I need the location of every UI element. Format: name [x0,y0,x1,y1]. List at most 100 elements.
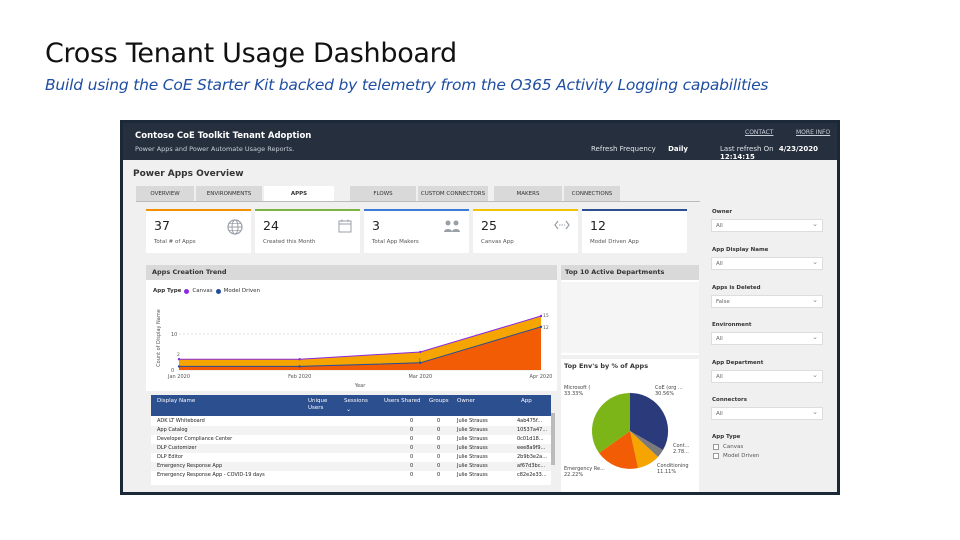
app-display-name-dropdown[interactable]: All [711,257,823,270]
tab-divider [136,201,700,202]
pie-slice-emergency [599,431,638,469]
pie-label-emergency: Emergency Re... 22.22% [564,466,605,478]
pie-label-coe: CoE (org ... 30.56% [655,385,683,397]
cell-owner: Julie Strauss [457,436,488,442]
pie-slice-microsoft [591,393,630,453]
col-unique-users[interactable]: Unique Users [308,398,328,411]
cell-app: eee8a9f9... [517,445,546,451]
cell-owner: Julie Strauss [457,463,488,469]
table-row[interactable]: DLP Editor 0 0 Julie Strauss 2b9b3e2a... [151,453,551,462]
checkbox-box[interactable] [713,453,719,459]
table-row[interactable]: ADK LT Whiteboard 0 0 Julie Strauss 4ab475f.… [151,417,551,426]
apps-deleted-dropdown[interactable]: False [711,295,823,308]
kpi-value: 12 [590,218,606,233]
y-axis-title: Count of Display Name [156,309,162,367]
data-label: 1 [418,358,421,364]
cell-groups: 0 [437,418,441,424]
col-owner[interactable]: Owner [457,398,475,404]
dashboard-screenshot: Contoso CoE Toolkit Tenant Adoption Powe… [120,120,840,495]
contact-link[interactable]: CONTACT [745,129,774,136]
table-scrollbar[interactable] [551,413,555,465]
trend-title-bar: Apps Creation Trend [146,265,557,280]
page-title: Power Apps Overview [133,169,244,179]
cell-owner: Julie Strauss [457,454,488,460]
table-row[interactable]: Emergency Response App 0 0 Julie Strauss af6… [151,462,551,471]
cell-display-name: DLP Editor [157,454,184,460]
environment-dropdown[interactable]: All [711,332,823,345]
data-label: 15 [543,313,549,319]
top-envs-panel: Top Env's by % of Apps Microsoft (33.33%… [561,359,699,492]
cell-groups: 0 [437,472,441,478]
cell-app: 4ab475f... [517,418,543,424]
cell-display-name: Emergency Response App - COVID-19 days [157,472,265,478]
kpi-label: Canvas App [481,239,514,245]
last-refresh-value: 4/23/2020 12:14:15 [720,145,819,161]
cell-users-shared: 0 [410,436,414,442]
envs-pie-chart [591,392,669,469]
cell-display-name: DLP Customizer [157,445,197,451]
col-app[interactable]: App [521,398,532,404]
cell-users-shared: 0 [410,454,414,460]
tab-makers[interactable]: MAKERS [494,186,562,201]
checkbox-box[interactable] [713,444,719,450]
kpi-label: Created this Month [263,239,316,245]
owner-dropdown[interactable]: All [711,219,823,232]
checkbox-model-driven[interactable]: Model Driven [713,453,759,459]
code-arrows-icon [554,219,570,234]
tab-flows[interactable]: FLOWS [350,186,416,201]
col-users-shared[interactable]: Users Shared [384,398,421,404]
tab-connections[interactable]: CONNECTIONS [564,186,620,201]
pie-label-pct: 30.56% [655,391,675,397]
legend-dot-canvas [184,288,190,294]
kpi-label: Total # of Apps [154,239,196,245]
cell-app: af67d3bc... [517,463,546,469]
connectors-dropdown[interactable]: All [711,407,823,420]
more-info-link[interactable]: MORE INFO [796,129,831,136]
app-department-dropdown[interactable]: All [711,370,823,383]
y-tick-label: 10 [171,332,177,338]
area-series-model-driven [179,326,541,370]
checkbox-canvas[interactable]: Canvas [713,444,743,450]
kpi-value: 3 [372,218,380,233]
cell-display-name: App Catalog [157,427,188,433]
sort-chevron-icon[interactable]: ⌄ [346,406,352,413]
table-row[interactable]: DLP Customizer 0 0 Julie Strauss eee8a9f9... [151,444,551,453]
col-groups[interactable]: Groups [429,398,449,404]
pie-label-conditioning: Conditioning 11.11% [657,463,689,475]
cell-groups: 0 [437,454,441,460]
tab-environments[interactable]: ENVIRONMENTS [196,186,262,201]
tab-apps[interactable]: APPS [264,186,334,201]
pie-slice-conditioning [630,431,658,468]
tab-overview[interactable]: OVERVIEW [136,186,194,201]
cell-users-shared: 0 [410,445,414,451]
tab-custom-connectors[interactable]: CUSTOM CONNECTORS [418,186,488,201]
trend-chart-svg: 0 10 2 1 15 12 Jan 2020 Feb 2020 Mar 2020 Apr 202… [156,309,552,389]
table-row[interactable]: App Catalog 0 0 Julie Strauss 10537a47... [151,426,551,435]
kpi-label: Model Driven App [590,239,639,245]
apps-table: Display Name Unique Users Sessions Users… [151,395,551,485]
report-title: Contoso CoE Toolkit Tenant Adoption [135,131,312,141]
table-row[interactable]: Emergency Response App - COVID-19 days 0 0… [151,471,551,480]
refresh-frequency: Refresh Frequency Daily [591,145,688,153]
col-display-name[interactable]: Display Name [157,398,196,404]
kpi-card-total-apps: 37 Total # of Apps [146,209,251,253]
pie-label-text: Cont... [673,443,690,449]
trend-title: Apps Creation Trend [152,268,227,276]
kpi-value: 25 [481,218,497,233]
cell-groups: 0 [437,427,441,433]
trend-legend: App Type Canvas Model Driven [153,288,260,294]
data-label: 2 [177,352,180,358]
table-row[interactable]: Developer Compliance Center 0 0 Julie Strau… [151,435,551,444]
cell-owner: Julie Strauss [457,445,488,451]
line-series-model-driven [179,326,542,367]
slide-subtitle: Build using the CoE Starter Kit backed b… [45,76,769,94]
kpi-value: 37 [154,218,170,233]
pie-label-microsoft: Microsoft (33.33% [564,385,590,397]
x-tick-label: Jan 2020 [167,374,190,380]
col-sessions[interactable]: Sessions [344,398,368,404]
line-series-canvas [179,315,542,360]
cell-display-name: ADK LT Whiteboard [157,418,205,424]
cell-display-name: Developer Compliance Center [157,436,233,442]
data-point [419,361,422,364]
filter-label: Apps is Deleted [712,285,761,291]
